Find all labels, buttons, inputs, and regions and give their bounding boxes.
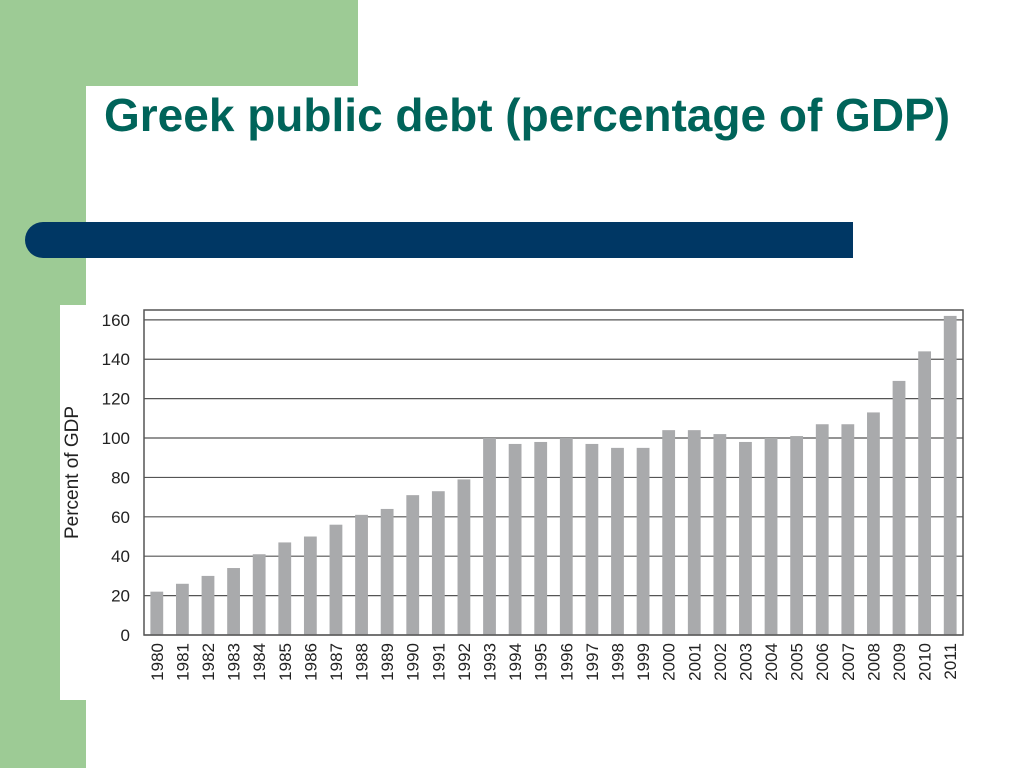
- bar-1995: [534, 441, 548, 635]
- x-tick-2000: 2000: [660, 643, 679, 681]
- x-tick-2008: 2008: [864, 643, 883, 681]
- bar-1983: [227, 568, 240, 635]
- x-tick-2003: 2003: [736, 643, 755, 681]
- bar-2009: [892, 380, 906, 635]
- bar-2011: [943, 315, 957, 635]
- x-tick-1986: 1986: [301, 643, 320, 681]
- y-tick-160: 160: [102, 311, 130, 330]
- bar-2000: [662, 430, 676, 635]
- y-tick-100: 100: [102, 429, 130, 448]
- x-tick-labels: 1980 1981 1982 1983 1984 1985 1986 1987 1988 1989…: [148, 643, 960, 681]
- x-tick-1996: 1996: [557, 643, 576, 681]
- plot-frame: [143, 309, 964, 636]
- x-tick-2006: 2006: [813, 643, 832, 681]
- y-tick-20: 20: [111, 587, 130, 606]
- bar-1982: [201, 575, 215, 635]
- y-tick-140: 140: [102, 350, 130, 369]
- x-tick-2005: 2005: [788, 643, 807, 681]
- bar-1984: [252, 554, 266, 635]
- bars: [150, 315, 957, 635]
- bar-2008: [867, 412, 880, 635]
- x-tick-1995: 1995: [532, 643, 551, 681]
- x-tick-1997: 1997: [583, 643, 602, 681]
- bar-1985: [278, 542, 292, 635]
- x-tick-1984: 1984: [250, 643, 269, 681]
- bar-1991: [431, 491, 445, 635]
- x-tick-1999: 1999: [634, 643, 653, 681]
- bar-1989: [380, 508, 394, 635]
- x-tick-1989: 1989: [378, 643, 397, 681]
- bar-1990: [406, 495, 420, 635]
- x-tick-2011: 2011: [941, 643, 960, 680]
- x-tick-1988: 1988: [353, 643, 372, 681]
- x-tick-2002: 2002: [711, 643, 730, 681]
- y-tick-40: 40: [111, 547, 130, 566]
- bar-1999: [636, 447, 650, 635]
- bar-2001: [687, 430, 701, 635]
- bar-1981: [175, 583, 189, 635]
- x-tick-1990: 1990: [404, 643, 423, 681]
- y-axis-label: Percent of GDP: [62, 406, 83, 539]
- slide-title: Greek public debt (percentage of GDP): [104, 89, 951, 141]
- bar-1994: [508, 443, 522, 635]
- chart-container: 0 20 40 60 80 100 120 140 160 1980 1981 1982 1983 19…: [60, 305, 968, 700]
- x-tick-1994: 1994: [506, 643, 525, 681]
- bar-1997: [585, 443, 599, 635]
- x-tick-2009: 2009: [890, 643, 909, 681]
- x-tick-1998: 1998: [608, 643, 627, 681]
- bar-1993: [483, 438, 496, 635]
- bar-2005: [790, 436, 804, 635]
- bar-1980: [150, 591, 164, 635]
- x-tick-1992: 1992: [455, 643, 474, 681]
- x-tick-2007: 2007: [839, 643, 858, 681]
- bar-2003: [739, 441, 752, 635]
- bar-2006: [815, 424, 829, 635]
- x-tick-1981: 1981: [173, 643, 192, 681]
- x-tick-1987: 1987: [327, 643, 346, 681]
- x-tick-1982: 1982: [199, 643, 218, 681]
- green-top-tab: [0, 0, 358, 86]
- x-tick-2004: 2004: [762, 643, 781, 681]
- x-tick-2010: 2010: [916, 643, 935, 681]
- bar-2010: [918, 351, 932, 635]
- y-tick-0: 0: [121, 626, 130, 645]
- bar-1998: [611, 447, 624, 635]
- bar-1988: [355, 514, 368, 635]
- bar-1986: [303, 536, 317, 635]
- x-tick-1991: 1991: [429, 643, 448, 681]
- bar-1992: [457, 479, 471, 635]
- x-tick-1983: 1983: [225, 643, 244, 681]
- bar-1987: [329, 524, 343, 635]
- title-underline-bar: [25, 222, 853, 258]
- bar-2004: [764, 438, 778, 635]
- y-tick-labels: 0 20 40 60 80 100 120 140 160: [102, 311, 130, 645]
- bar-1996: [559, 438, 573, 635]
- bar-2002: [713, 434, 727, 635]
- x-tick-1993: 1993: [481, 643, 500, 681]
- bar-2007: [841, 424, 855, 635]
- x-tick-1985: 1985: [276, 643, 295, 681]
- y-tick-60: 60: [111, 508, 130, 527]
- x-tick-2001: 2001: [685, 643, 704, 681]
- y-tick-120: 120: [102, 390, 130, 409]
- x-tick-1980: 1980: [148, 643, 167, 681]
- gridlines: [144, 319, 963, 636]
- y-tick-80: 80: [111, 468, 130, 487]
